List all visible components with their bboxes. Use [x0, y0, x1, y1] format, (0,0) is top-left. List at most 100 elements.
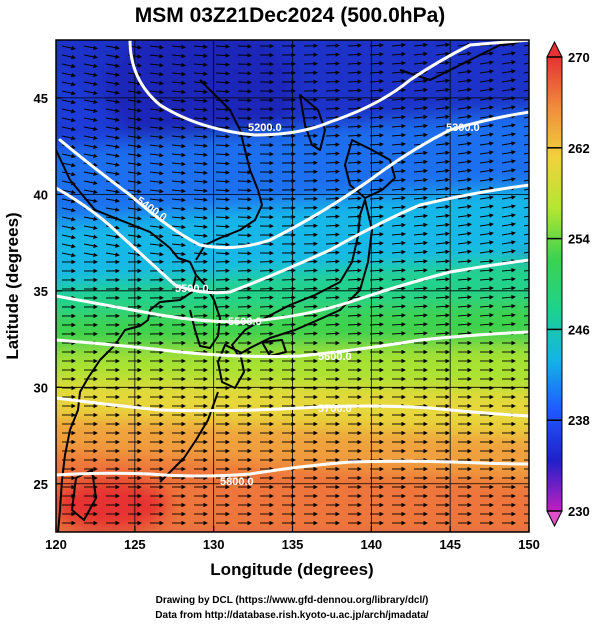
- wind-arrow: [171, 215, 186, 221]
- wind-arrow: [435, 322, 450, 327]
- wind-arrow: [193, 134, 208, 139]
- contour-5800: [56, 459, 529, 478]
- wind-arrow: [413, 60, 428, 66]
- wind-arrow: [61, 216, 76, 222]
- wind-arrow: [457, 286, 472, 291]
- contour-5600: [56, 330, 529, 358]
- wind-arrow: [127, 126, 142, 131]
- wind-arrow: [501, 321, 516, 327]
- wind-arrow: [391, 168, 406, 174]
- wind-arrow: [215, 206, 230, 211]
- wind-arrow: [457, 295, 472, 300]
- wind-arrow: [501, 294, 516, 300]
- wind-arrow: [457, 87, 472, 92]
- wind-arrow: [435, 114, 450, 120]
- colorbar-min-triangle: [546, 510, 563, 528]
- wind-arrow: [215, 98, 230, 103]
- wind-arrow: [259, 322, 274, 327]
- wind-arrow: [171, 98, 186, 104]
- wind-arrow: [149, 206, 164, 212]
- wind-arrow: [149, 224, 164, 230]
- wind-arrow: [193, 161, 208, 166]
- wind-arrow: [281, 259, 296, 264]
- wind-arrow: [413, 105, 428, 111]
- wind-arrow: [171, 161, 186, 167]
- wind-arrow: [435, 159, 450, 165]
- wind-arrow: [193, 179, 208, 184]
- wind-arrow: [479, 60, 494, 65]
- wind-arrow: [303, 277, 318, 282]
- wind-arrow: [105, 126, 120, 131]
- wind-arrow: [61, 189, 76, 195]
- wind-arrow: [215, 224, 230, 229]
- contour-5500: [56, 258, 529, 324]
- wind-arrow: [391, 132, 406, 138]
- wind-arrow: [325, 61, 340, 66]
- wind-arrow: [347, 124, 362, 129]
- wind-arrow: [501, 96, 516, 101]
- wind-arrow: [61, 108, 76, 114]
- wind-arrow: [501, 177, 516, 182]
- wind-arrow: [391, 51, 406, 57]
- wind-arrow: [523, 197, 529, 200]
- wind-arrow: [391, 313, 406, 318]
- wind-arrow: [479, 186, 494, 191]
- wind-arrow: [303, 313, 318, 318]
- wind-arrow: [347, 268, 362, 273]
- wind-arrow: [127, 216, 142, 221]
- wind-arrow: [435, 313, 450, 318]
- wind-arrow: [347, 313, 362, 318]
- wind-arrow: [347, 43, 362, 48]
- wind-arrow: [325, 115, 340, 120]
- wind-arrow: [171, 71, 186, 77]
- wind-arrow: [347, 52, 362, 57]
- contour-label-5200: 5200.0: [248, 122, 282, 134]
- wind-arrow: [523, 288, 529, 290]
- wind-arrow: [501, 276, 516, 282]
- wind-arrow: [149, 62, 164, 68]
- wind-arrow: [457, 277, 472, 282]
- wind-arrow: [435, 240, 450, 246]
- wind-arrow: [325, 169, 340, 174]
- wind-arrow: [457, 159, 472, 164]
- height-contours: [56, 40, 529, 478]
- wind-arrow: [369, 151, 384, 156]
- wind-arrow: [325, 196, 340, 201]
- wind-arrow: [523, 125, 529, 128]
- y-tick-label-1: 30: [34, 380, 48, 395]
- wind-arrow: [61, 252, 76, 258]
- wind-arrow: [61, 198, 76, 204]
- wind-arrow: [325, 43, 340, 48]
- wind-arrow: [369, 250, 384, 255]
- wind-arrow: [171, 134, 186, 140]
- wind-arrow: [391, 69, 406, 75]
- wind-arrow: [435, 295, 450, 300]
- wind-arrow: [127, 90, 142, 95]
- wind-arrow: [83, 144, 98, 150]
- wind-arrow: [149, 107, 164, 113]
- x-axis-label: Longitude (degrees): [210, 560, 373, 579]
- x-tick-label-1: 125: [124, 537, 146, 552]
- wind-arrow: [127, 81, 142, 86]
- wind-arrow: [523, 251, 529, 254]
- wind-arrow: [325, 313, 340, 318]
- wind-arrow: [523, 53, 529, 56]
- wind-arrow: [105, 162, 120, 167]
- wind-arrow: [479, 168, 494, 173]
- wind-arrow: [215, 215, 230, 220]
- wind-arrow: [523, 80, 529, 83]
- wind-arrow: [413, 295, 428, 300]
- y-tick-label-4: 45: [34, 91, 48, 106]
- wind-arrow: [457, 313, 472, 318]
- wind-arrow: [435, 177, 450, 183]
- contour-label-5600: 5600.0: [318, 351, 352, 363]
- wind-arrow: [105, 45, 120, 50]
- wind-arrow: [347, 151, 362, 156]
- wind-arrow: [193, 62, 208, 67]
- wind-arrow: [325, 151, 340, 156]
- wind-arrow: [215, 116, 230, 121]
- wind-arrow: [501, 51, 516, 56]
- wind-arrow: [347, 115, 362, 120]
- wind-arrow: [413, 87, 428, 93]
- wind-arrow: [457, 213, 472, 218]
